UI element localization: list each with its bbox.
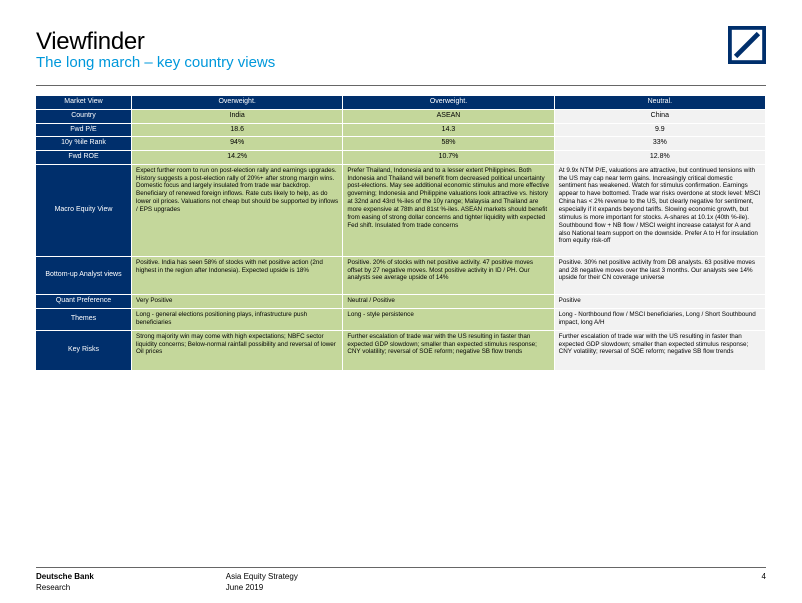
cell-bottomup-0: Positive. India has seen 58% of stocks w… xyxy=(132,257,343,295)
cell-rank-0: 94% xyxy=(132,137,343,151)
cell-quant-1: Neutral / Positive xyxy=(343,295,554,309)
cell-rank-1: 58% xyxy=(343,137,554,151)
cell-fwdroe-0: 14.2% xyxy=(132,151,343,165)
footer-brand-sub: Research xyxy=(36,583,70,592)
row-label-macro: Macro Equity View xyxy=(36,165,132,257)
row-label-quant: Quant Preference xyxy=(36,295,132,309)
cell-risks-0: Strong majority win may come with high e… xyxy=(132,331,343,371)
cell-themes-1: Long - style persistence xyxy=(343,309,554,331)
cell-quant-2: Positive xyxy=(555,295,766,309)
row-label-market-view: Market View xyxy=(36,96,132,110)
footer-date: June 2019 xyxy=(226,583,263,592)
footer-brand-name: Deutsche Bank xyxy=(36,572,94,581)
cell-fwdroe-2: 12.8% xyxy=(555,151,766,165)
row-label-risks: Key Risks xyxy=(36,331,132,371)
cell-fwdpe-2: 9.9 xyxy=(555,124,766,138)
cell-risks-1: Further escalation of trade war with the… xyxy=(343,331,554,371)
row-label-country: Country xyxy=(36,110,132,124)
row-label-themes: Themes xyxy=(36,309,132,331)
row-label-rank: 10y %ile Rank xyxy=(36,137,132,151)
page-container: Viewfinder The long march – key country … xyxy=(0,0,802,603)
cell-rank-2: 33% xyxy=(555,137,766,151)
col-market-view-0: Overweight. xyxy=(132,96,343,110)
cell-fwdroe-1: 10.7% xyxy=(343,151,554,165)
col-market-view-2: Neutral. xyxy=(555,96,766,110)
cell-risks-2: Further escalation of trade war with the… xyxy=(555,331,766,371)
cell-fwdpe-1: 14.3 xyxy=(343,124,554,138)
cell-themes-0: Long - general elections positioning pla… xyxy=(132,309,343,331)
cell-themes-2: Long - Northbound flow / MSCI beneficiar… xyxy=(555,309,766,331)
cell-macro-0: Expect further room to run on post-elect… xyxy=(132,165,343,257)
cell-country-2: China xyxy=(555,110,766,124)
row-label-bottomup: Bottom-up Analyst views xyxy=(36,257,132,295)
cell-macro-1: Prefer Thailand, Indonesia and to a less… xyxy=(343,165,554,257)
row-label-fwd-pe: Fwd P/E xyxy=(36,124,132,138)
cell-fwdpe-0: 18.6 xyxy=(132,124,343,138)
cell-country-0: India xyxy=(132,110,343,124)
heading-divider xyxy=(36,85,766,86)
row-label-fwd-roe: Fwd ROE xyxy=(36,151,132,165)
footer-doc-title: Asia Equity Strategy xyxy=(226,572,298,581)
cell-bottomup-2: Positive. 30% net positive activity from… xyxy=(555,257,766,295)
page-title: Viewfinder xyxy=(36,28,766,56)
cell-bottomup-1: Positive. 20% of stocks with net positiv… xyxy=(343,257,554,295)
db-logo xyxy=(728,26,766,64)
cell-quant-0: Very Positive xyxy=(132,295,343,309)
footer-brand: Deutsche Bank Research xyxy=(36,572,226,593)
cell-macro-2: At 9.9x NTM P/E, valuations are attracti… xyxy=(555,165,766,257)
footer-page-number: 4 xyxy=(576,572,766,593)
col-market-view-1: Overweight. xyxy=(343,96,554,110)
country-views-table: Market View Overweight. Overweight. Neut… xyxy=(36,96,766,371)
title-block: Viewfinder The long march – key country … xyxy=(36,28,766,71)
cell-country-1: ASEAN xyxy=(343,110,554,124)
page-footer: Deutsche Bank Research Asia Equity Strat… xyxy=(36,567,766,593)
footer-center: Asia Equity Strategy June 2019 xyxy=(226,572,576,593)
page-subtitle: The long march – key country views xyxy=(36,54,766,71)
